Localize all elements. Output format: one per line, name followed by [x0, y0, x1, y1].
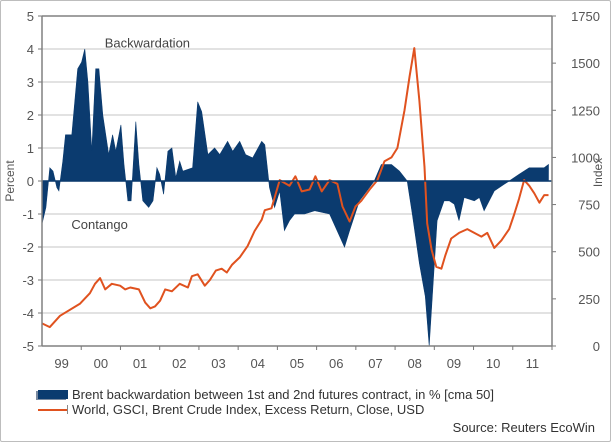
legend: Brent backwardation between 1st and 2nd … — [38, 387, 494, 417]
legend-label-brent-index: World, GSCI, Brent Crude Index, Excess R… — [72, 402, 425, 417]
x-tick-label: 08 — [407, 356, 421, 371]
y-left-tick-label: 4 — [27, 42, 34, 57]
x-tick-label: 04 — [251, 356, 265, 371]
source-note: Source: Reuters EcoWin — [452, 420, 595, 435]
x-tick-label: 09 — [447, 356, 461, 371]
x-tick-label: 00 — [94, 356, 108, 371]
y-left-tick-label: 3 — [27, 75, 34, 90]
legend-label-backwardation: Brent backwardation between 1st and 2nd … — [72, 387, 495, 402]
y-right-tick-label: 1500 — [571, 56, 600, 71]
legend-line-swatch — [38, 405, 68, 414]
y-right-tick-label: 1250 — [571, 103, 600, 118]
backwardation-area-series — [41, 48, 549, 347]
legend-item-brent-index: World, GSCI, Brent Crude Index, Excess R… — [38, 402, 494, 417]
x-tick-label: 05 — [290, 356, 304, 371]
y-right-tick-label: 500 — [578, 245, 600, 260]
x-tick-label: 03 — [211, 356, 225, 371]
backwardation-area — [41, 48, 549, 347]
y-left-tick-label: -4 — [22, 306, 34, 321]
y-left-tick-label: -3 — [22, 273, 34, 288]
y-right-tick-label: 750 — [578, 198, 600, 213]
brent-index-line — [41, 47, 549, 329]
x-tick-label: 11 — [526, 356, 540, 371]
x-tick-label: 07 — [368, 356, 382, 371]
brent-index-line-series — [41, 47, 549, 329]
y-left-tick-label: 1 — [27, 141, 34, 156]
annotation-backwardation: Backwardation — [105, 35, 190, 50]
x-tick-label: 06 — [329, 356, 343, 371]
y-right-tick-label: 250 — [578, 292, 600, 307]
y-left-tick-label: 0 — [27, 174, 34, 189]
y-left-tick-label: 5 — [27, 9, 34, 24]
x-tick-label: 99 — [54, 356, 68, 371]
y-axis-left-title: Percent — [3, 160, 17, 202]
y-left-tick-label: -5 — [22, 339, 34, 354]
legend-area-swatch — [38, 390, 68, 399]
x-tick-label: 01 — [133, 356, 147, 371]
legend-item-backwardation: Brent backwardation between 1st and 2nd … — [38, 387, 494, 402]
x-tick-label: 10 — [486, 356, 500, 371]
y-left-tick-label: 2 — [27, 108, 34, 123]
x-tick-label: 02 — [172, 356, 186, 371]
y-left-tick-label: -2 — [22, 240, 34, 255]
y-right-tick-label: 1000 — [571, 150, 600, 165]
y-right-tick-label: 0 — [593, 339, 600, 354]
y-right-tick-label: 1750 — [571, 9, 600, 24]
axes: 543210-1-2-3-4-5175015001250100075050025… — [22, 9, 600, 371]
y-left-tick-label: -1 — [22, 207, 34, 222]
y-axis-right-title: Index — [591, 158, 605, 187]
annotation-contango: Contango — [71, 217, 127, 232]
